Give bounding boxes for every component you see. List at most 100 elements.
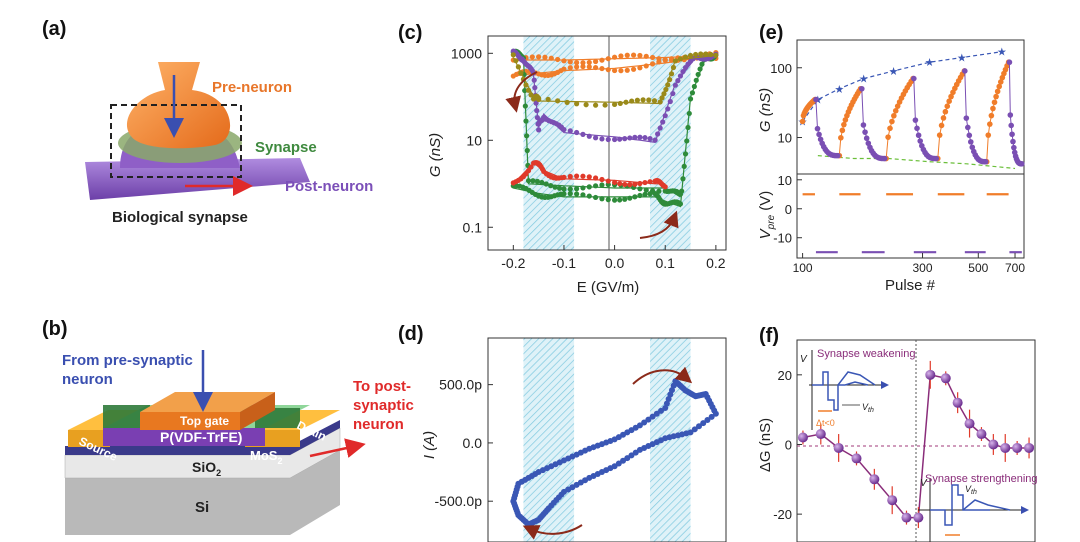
panel-a-illustration: Pre-neuron Synapse Post-neuron Biologica… — [85, 62, 373, 226]
panel-e-bottom-ytick-label: 0 — [785, 202, 792, 217]
from-presynaptic-line2: neuron — [62, 371, 113, 388]
panel-f-point — [851, 453, 862, 464]
inset-weakening-title: Synapse weakening — [817, 348, 915, 360]
panel-c-point-red — [580, 173, 586, 179]
panel-c-point-green — [682, 151, 689, 157]
sio2-label: SiO2 — [192, 459, 221, 478]
panel-c-point-green — [574, 191, 580, 197]
panel-c-point-orange — [624, 67, 630, 73]
panel-c-point-olive — [668, 71, 675, 77]
panel-c-point-purple — [622, 136, 628, 142]
panel-c-point-olive — [677, 56, 684, 62]
panel-c-point-purple — [599, 136, 605, 142]
panel-d-point — [687, 429, 694, 436]
panel-c-point-orange — [593, 58, 599, 65]
panel-c-point-olive — [634, 97, 640, 103]
panel-c-point-orange — [593, 64, 599, 71]
panel-c-point-olive — [682, 54, 689, 60]
panel-c-point-green — [637, 186, 643, 192]
panel-c-point-green — [556, 185, 563, 191]
panel-c-xtick-label: 0.0 — [605, 255, 625, 271]
panel-c-xtick-label: 0.2 — [706, 255, 726, 271]
panel-c-point-orange — [618, 53, 624, 59]
pvdf-label: P(VDF-TrFE) — [160, 429, 242, 445]
panel-c-point-olive — [708, 51, 714, 58]
panel-c-point-orange — [605, 56, 611, 62]
panel-c-point-green — [574, 186, 580, 192]
panel-e-ytick-label: 10 — [778, 131, 792, 146]
panel-c-point-green — [681, 163, 687, 169]
panel-c-point-purple — [662, 113, 668, 119]
panel-c-point-green — [522, 103, 528, 109]
panel-c-point-olive — [661, 91, 667, 97]
panel-c-point-orange — [605, 67, 611, 73]
panel-c-point-green — [593, 194, 599, 201]
panel-c-point-olive — [518, 70, 524, 76]
panel-c-ytick-label: 10 — [466, 132, 482, 148]
panel-c-point-orange — [561, 58, 567, 64]
panel-e-depression-line — [964, 70, 986, 163]
panel-c-point-purple — [657, 125, 663, 131]
panel-c-point-purple — [534, 114, 540, 121]
panel-c-point-green — [580, 185, 586, 191]
panel-e-depression-point — [813, 96, 819, 103]
panel-c-point-green — [697, 66, 703, 72]
panel-c-point-orange — [574, 64, 580, 70]
panel-e-depression-line — [861, 88, 885, 159]
panel-c-point-green — [599, 182, 605, 188]
panel-c-point-green — [677, 191, 684, 197]
panel-c-point-orange — [630, 52, 637, 58]
panel-c-point-orange — [567, 65, 573, 71]
panel-c-point-olive — [663, 86, 669, 93]
mos2-label: MoS2 — [250, 448, 282, 466]
panel-e-max-star: ★ — [997, 47, 1007, 59]
dashed-selection-box — [110, 104, 242, 178]
panel-c-point-purple — [652, 137, 658, 143]
panel-f-point — [1024, 442, 1035, 453]
panel-e-potentiation-line — [937, 70, 965, 159]
panel-label-a: (a) — [42, 18, 67, 40]
panel-c-point-olive — [629, 98, 635, 104]
panel-c-point-orange — [637, 52, 643, 59]
panel-c-point-purple — [677, 73, 684, 79]
panel-c-point-purple — [667, 98, 673, 105]
panel-c-point-purple — [647, 136, 653, 142]
panel-f-point — [833, 442, 844, 453]
panel-c-point-purple — [670, 90, 676, 97]
panel-d-point — [704, 416, 711, 423]
panel-c-point-green — [687, 96, 694, 102]
panel-c-point-green — [699, 61, 705, 67]
panel-c-point-purple — [632, 134, 638, 140]
panel-d-point — [708, 413, 715, 420]
panel-c-point-green — [643, 187, 649, 193]
panel-c-point-olive — [687, 52, 694, 59]
panel-c-point-red — [605, 178, 611, 184]
panel-c-point-green — [534, 178, 540, 184]
panel-c-point-red — [642, 179, 648, 186]
panel-c-point-orange — [637, 65, 643, 71]
panel-b-illustration: From pre-synaptic neuron To post- synapt… — [62, 350, 414, 535]
panel-d-arrow-bottom — [522, 524, 583, 540]
panel-c-point-purple — [580, 131, 586, 137]
panel-label-f: (f) — [759, 325, 779, 347]
panel-c-point-purple — [655, 131, 661, 137]
panel-c-point-orange — [656, 56, 662, 62]
panel-c-point-olive — [623, 99, 629, 105]
panel-c-point-olive — [659, 95, 665, 101]
panel-c-point-purple — [660, 119, 666, 125]
panel-c-point-red — [611, 179, 618, 186]
panel-c-point-green — [539, 179, 545, 186]
panel-c-ytick-label: 1000 — [451, 45, 482, 61]
panel-label-e: (e) — [759, 22, 784, 44]
panel-c-arrow-bottom — [639, 210, 679, 239]
panel-f-ytick-label: -20 — [773, 507, 792, 522]
panel-c-point-olive — [693, 51, 699, 58]
panel-c-point-orange — [580, 60, 586, 66]
panel-c-point-purple — [533, 100, 539, 106]
panel-c-point-olive — [651, 98, 658, 104]
panel-c-point-purple — [534, 107, 540, 114]
panel-f-point — [815, 429, 826, 440]
panel-c-arrow-top — [505, 71, 538, 113]
panel-c-point-purple — [605, 136, 611, 143]
panel-c-point-purple — [574, 129, 580, 136]
